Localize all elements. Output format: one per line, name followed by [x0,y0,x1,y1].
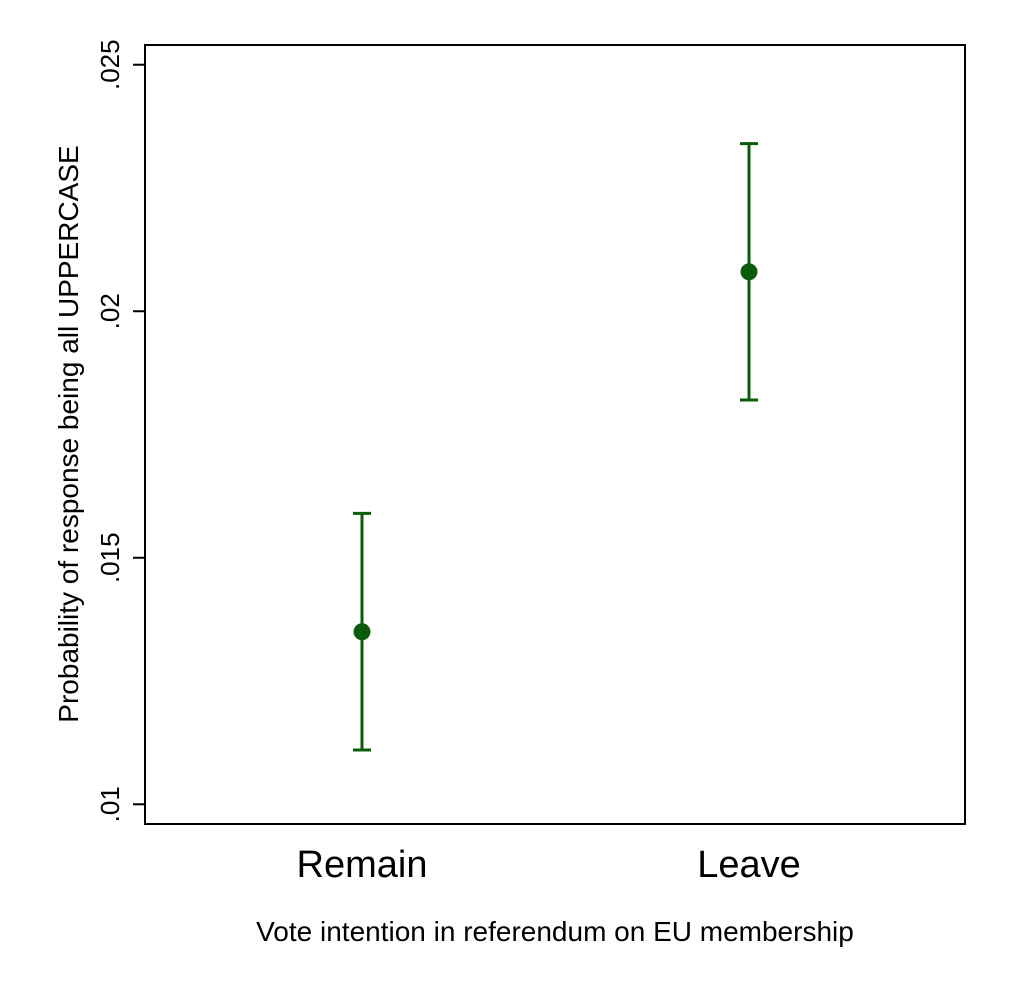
y-axis-title: Probability of response being all UPPERC… [53,145,84,722]
x-category-label: Remain [297,844,428,886]
y-tick-label: .02 [95,293,125,329]
x-category-label: Leave [697,844,801,886]
y-axis-ticks: .01 .015 .02 .025 [95,39,145,822]
data-marks [353,142,758,752]
data-point [740,263,758,281]
x-axis-title: Vote intention in referendum on EU membe… [256,916,854,947]
y-tick-label: .015 [95,532,125,583]
y-tick-label: .01 [95,786,125,822]
x-axis-category-labels: Remain Leave [297,844,801,886]
y-tick-label: .025 [95,39,125,90]
plot-frame [144,44,966,825]
data-point [353,623,371,641]
